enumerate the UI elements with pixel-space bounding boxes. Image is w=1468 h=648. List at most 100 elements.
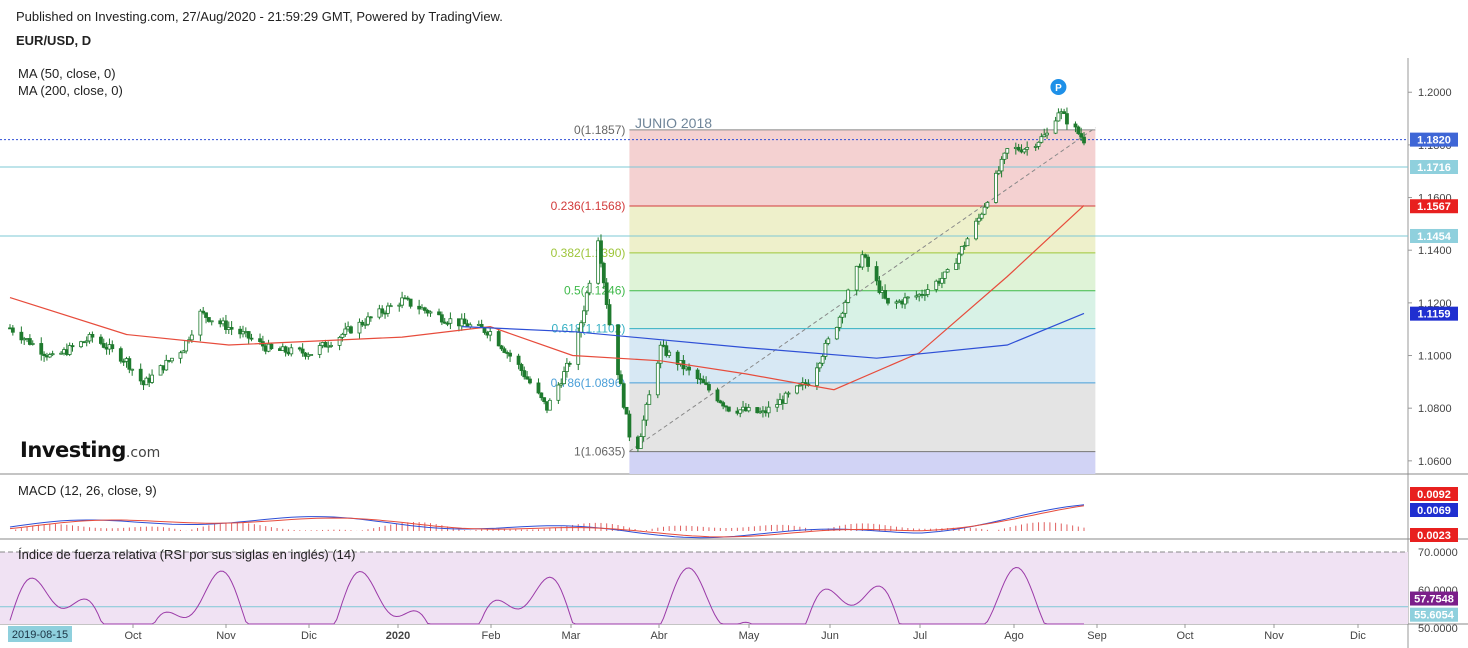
candle-body xyxy=(385,305,390,314)
rsi-band xyxy=(0,552,1408,624)
candle xyxy=(519,362,524,376)
candle xyxy=(496,329,501,347)
candle xyxy=(118,346,123,364)
candle-body xyxy=(246,331,251,339)
candle xyxy=(644,402,649,426)
candle-body xyxy=(127,358,132,370)
candle-body xyxy=(258,338,262,343)
candle-body xyxy=(559,383,564,386)
candle xyxy=(42,351,46,362)
candle xyxy=(994,170,998,204)
candle-body xyxy=(687,366,691,371)
y-tick-label: 1.0600 xyxy=(1418,456,1452,468)
candle-body xyxy=(954,262,959,270)
candle xyxy=(1053,116,1058,135)
candle xyxy=(664,341,669,358)
candle-body xyxy=(746,407,751,412)
candle-body xyxy=(664,345,669,356)
candle xyxy=(343,322,348,337)
candle xyxy=(942,271,947,284)
x-cursor-label: 2019-08-15 xyxy=(12,629,68,641)
candle-body xyxy=(445,322,450,325)
candle-body xyxy=(525,376,530,380)
candle-body xyxy=(198,310,203,336)
price-tag: 1.1820 xyxy=(1417,135,1451,147)
candle xyxy=(70,342,75,352)
candle xyxy=(127,356,132,374)
candle xyxy=(863,253,868,259)
candle-body xyxy=(130,368,135,371)
candle-body xyxy=(1022,148,1027,153)
candle xyxy=(1042,128,1047,138)
candle xyxy=(181,349,186,354)
candle xyxy=(1056,108,1061,122)
candle-body xyxy=(766,406,771,414)
price-tag-bg xyxy=(1410,199,1458,214)
candle xyxy=(547,398,552,411)
candle xyxy=(724,405,728,412)
x-tick-label: Oct xyxy=(124,630,141,642)
candle xyxy=(567,361,572,367)
x-tick-label: Nov xyxy=(1264,630,1284,642)
candle xyxy=(366,312,370,327)
candle-body xyxy=(655,362,660,396)
candle xyxy=(224,314,228,334)
candle xyxy=(79,340,83,349)
candle-body xyxy=(1062,111,1067,115)
candle xyxy=(150,369,154,384)
candle-body xyxy=(499,345,504,350)
candle-body xyxy=(795,385,799,394)
candle-body xyxy=(627,413,632,438)
candle xyxy=(618,370,623,385)
y-tick-label: 1.0800 xyxy=(1418,403,1452,415)
candle-body xyxy=(962,245,967,248)
candle xyxy=(834,326,839,341)
x-tick-label: Mar xyxy=(562,630,581,642)
candle-body xyxy=(206,317,211,322)
candle-body xyxy=(624,406,629,415)
candle-body xyxy=(488,331,493,336)
candle-body xyxy=(19,331,24,341)
candle xyxy=(766,401,771,418)
candle xyxy=(695,368,700,384)
candle xyxy=(755,407,760,414)
candle xyxy=(965,236,970,247)
candle-body xyxy=(797,384,802,387)
candle-body xyxy=(178,352,183,359)
candle-body xyxy=(607,304,612,326)
candle-body xyxy=(942,271,947,279)
candle xyxy=(536,378,541,395)
candle-body xyxy=(522,370,527,378)
candle-body xyxy=(618,374,623,385)
candle-body xyxy=(843,302,848,314)
candle xyxy=(647,390,652,405)
ma200-legend: MA (200, close, 0) xyxy=(18,83,123,98)
candle-body xyxy=(1016,146,1021,151)
price-tag: 1.1159 xyxy=(1417,309,1450,321)
candle xyxy=(559,378,564,388)
candle-body xyxy=(783,392,788,404)
candle-body xyxy=(658,344,663,364)
rsi-tag-bg xyxy=(1410,607,1458,622)
candle-body xyxy=(289,347,294,355)
candle-body xyxy=(945,269,950,273)
candle-body xyxy=(110,344,115,350)
candle-body xyxy=(516,355,521,365)
candle xyxy=(448,312,453,330)
candle-body xyxy=(579,322,583,333)
candle xyxy=(101,338,106,349)
candle-body xyxy=(894,301,899,304)
candle-body xyxy=(863,254,868,258)
candle xyxy=(198,308,203,342)
candle-body xyxy=(922,294,927,296)
candle-body xyxy=(823,342,828,357)
candle xyxy=(357,318,362,340)
candle-body xyxy=(357,321,362,334)
candle xyxy=(562,366,566,385)
fib-band xyxy=(629,451,1096,474)
candle xyxy=(47,352,52,359)
candle xyxy=(388,303,393,308)
candle-body xyxy=(1082,136,1086,144)
candle-body xyxy=(718,400,723,404)
